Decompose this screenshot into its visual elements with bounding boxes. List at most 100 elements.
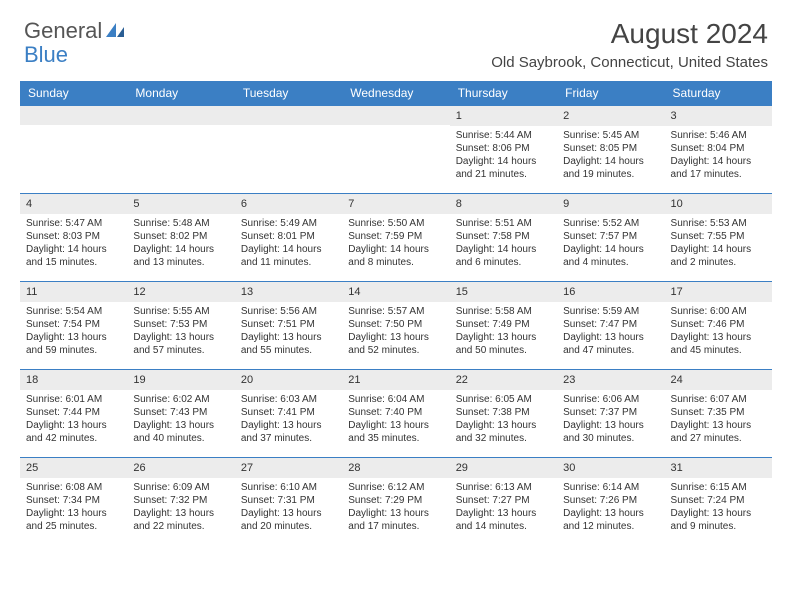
- daylight-line: Daylight: 13 hours and 37 minutes.: [241, 419, 336, 445]
- sunset-line: Sunset: 7:41 PM: [241, 406, 336, 419]
- calendar-week-row: 18Sunrise: 6:01 AMSunset: 7:44 PMDayligh…: [20, 369, 772, 457]
- sunset-line: Sunset: 7:55 PM: [671, 230, 766, 243]
- day-details: Sunrise: 6:06 AMSunset: 7:37 PMDaylight:…: [557, 390, 664, 447]
- calendar-cell: 15Sunrise: 5:58 AMSunset: 7:49 PMDayligh…: [450, 281, 557, 369]
- calendar-cell: 5Sunrise: 5:48 AMSunset: 8:02 PMDaylight…: [127, 193, 234, 281]
- day-number: 19: [127, 369, 234, 390]
- day-details: Sunrise: 5:54 AMSunset: 7:54 PMDaylight:…: [20, 302, 127, 359]
- day-number: 22: [450, 369, 557, 390]
- sunset-line: Sunset: 7:27 PM: [456, 494, 551, 507]
- sunset-line: Sunset: 7:31 PM: [241, 494, 336, 507]
- day-number: 12: [127, 281, 234, 302]
- sunset-line: Sunset: 8:04 PM: [671, 142, 766, 155]
- weekday-header: Thursday: [450, 81, 557, 105]
- calendar-cell: [235, 105, 342, 193]
- calendar-cell: [20, 105, 127, 193]
- calendar-cell: 19Sunrise: 6:02 AMSunset: 7:43 PMDayligh…: [127, 369, 234, 457]
- daylight-line: Daylight: 13 hours and 12 minutes.: [563, 507, 658, 533]
- calendar-cell: [127, 105, 234, 193]
- day-number: 23: [557, 369, 664, 390]
- calendar-cell: 17Sunrise: 6:00 AMSunset: 7:46 PMDayligh…: [665, 281, 772, 369]
- calendar-cell: 24Sunrise: 6:07 AMSunset: 7:35 PMDayligh…: [665, 369, 772, 457]
- sunset-line: Sunset: 7:44 PM: [26, 406, 121, 419]
- day-number: 2: [557, 105, 664, 126]
- daylight-line: Daylight: 14 hours and 2 minutes.: [671, 243, 766, 269]
- day-number: 1: [450, 105, 557, 126]
- sunset-line: Sunset: 7:37 PM: [563, 406, 658, 419]
- calendar-wrap: SundayMondayTuesdayWednesdayThursdayFrid…: [0, 75, 792, 555]
- logo-text-blue: Blue: [24, 42, 68, 68]
- day-number: 7: [342, 193, 449, 214]
- day-details: Sunrise: 6:14 AMSunset: 7:26 PMDaylight:…: [557, 478, 664, 535]
- day-number: 21: [342, 369, 449, 390]
- calendar-week-row: 11Sunrise: 5:54 AMSunset: 7:54 PMDayligh…: [20, 281, 772, 369]
- sunset-line: Sunset: 7:59 PM: [348, 230, 443, 243]
- day-details: Sunrise: 5:59 AMSunset: 7:47 PMDaylight:…: [557, 302, 664, 359]
- day-number: 31: [665, 457, 772, 478]
- daylight-line: Daylight: 13 hours and 45 minutes.: [671, 331, 766, 357]
- calendar-cell: 20Sunrise: 6:03 AMSunset: 7:41 PMDayligh…: [235, 369, 342, 457]
- sunset-line: Sunset: 7:40 PM: [348, 406, 443, 419]
- sunset-line: Sunset: 8:01 PM: [241, 230, 336, 243]
- sunset-line: Sunset: 7:54 PM: [26, 318, 121, 331]
- calendar-body: 1Sunrise: 5:44 AMSunset: 8:06 PMDaylight…: [20, 105, 772, 545]
- sunrise-line: Sunrise: 5:57 AM: [348, 305, 443, 318]
- sunset-line: Sunset: 7:34 PM: [26, 494, 121, 507]
- weekday-header: Monday: [127, 81, 234, 105]
- day-number: 6: [235, 193, 342, 214]
- sunset-line: Sunset: 7:50 PM: [348, 318, 443, 331]
- day-details: Sunrise: 5:45 AMSunset: 8:05 PMDaylight:…: [557, 126, 664, 183]
- day-details: Sunrise: 5:46 AMSunset: 8:04 PMDaylight:…: [665, 126, 772, 183]
- sunrise-line: Sunrise: 6:08 AM: [26, 481, 121, 494]
- calendar-cell: 27Sunrise: 6:10 AMSunset: 7:31 PMDayligh…: [235, 457, 342, 545]
- sunset-line: Sunset: 7:57 PM: [563, 230, 658, 243]
- sunset-line: Sunset: 7:49 PM: [456, 318, 551, 331]
- daylight-line: Daylight: 13 hours and 35 minutes.: [348, 419, 443, 445]
- sunset-line: Sunset: 7:26 PM: [563, 494, 658, 507]
- day-number: 16: [557, 281, 664, 302]
- sunrise-line: Sunrise: 6:07 AM: [671, 393, 766, 406]
- daylight-line: Daylight: 13 hours and 20 minutes.: [241, 507, 336, 533]
- calendar-cell: 16Sunrise: 5:59 AMSunset: 7:47 PMDayligh…: [557, 281, 664, 369]
- calendar-cell: 21Sunrise: 6:04 AMSunset: 7:40 PMDayligh…: [342, 369, 449, 457]
- sunrise-line: Sunrise: 5:51 AM: [456, 217, 551, 230]
- calendar-cell: 2Sunrise: 5:45 AMSunset: 8:05 PMDaylight…: [557, 105, 664, 193]
- day-details: Sunrise: 5:56 AMSunset: 7:51 PMDaylight:…: [235, 302, 342, 359]
- day-details: Sunrise: 6:04 AMSunset: 7:40 PMDaylight:…: [342, 390, 449, 447]
- day-number: 5: [127, 193, 234, 214]
- sunset-line: Sunset: 7:24 PM: [671, 494, 766, 507]
- day-number: 3: [665, 105, 772, 126]
- header: General August 2024 Old Saybrook, Connec…: [0, 0, 792, 75]
- daylight-line: Daylight: 14 hours and 17 minutes.: [671, 155, 766, 181]
- day-number: 14: [342, 281, 449, 302]
- calendar-cell: 25Sunrise: 6:08 AMSunset: 7:34 PMDayligh…: [20, 457, 127, 545]
- day-details: Sunrise: 6:12 AMSunset: 7:29 PMDaylight:…: [342, 478, 449, 535]
- sunrise-line: Sunrise: 6:14 AM: [563, 481, 658, 494]
- sunrise-line: Sunrise: 6:09 AM: [133, 481, 228, 494]
- daylight-line: Daylight: 14 hours and 4 minutes.: [563, 243, 658, 269]
- sunrise-line: Sunrise: 6:04 AM: [348, 393, 443, 406]
- day-number: 24: [665, 369, 772, 390]
- day-details: Sunrise: 5:53 AMSunset: 7:55 PMDaylight:…: [665, 214, 772, 271]
- sunrise-line: Sunrise: 6:12 AM: [348, 481, 443, 494]
- logo-line2: Blue: [24, 42, 68, 68]
- day-number: 8: [450, 193, 557, 214]
- calendar-table: SundayMondayTuesdayWednesdayThursdayFrid…: [20, 81, 772, 545]
- calendar-cell: 13Sunrise: 5:56 AMSunset: 7:51 PMDayligh…: [235, 281, 342, 369]
- sunset-line: Sunset: 8:02 PM: [133, 230, 228, 243]
- sunset-line: Sunset: 7:46 PM: [671, 318, 766, 331]
- day-details: Sunrise: 6:15 AMSunset: 7:24 PMDaylight:…: [665, 478, 772, 535]
- daylight-line: Daylight: 13 hours and 47 minutes.: [563, 331, 658, 357]
- day-number: 30: [557, 457, 664, 478]
- weekday-header: Friday: [557, 81, 664, 105]
- empty-day-band: [127, 105, 234, 125]
- weekday-header: Saturday: [665, 81, 772, 105]
- calendar-cell: 9Sunrise: 5:52 AMSunset: 7:57 PMDaylight…: [557, 193, 664, 281]
- day-details: Sunrise: 5:52 AMSunset: 7:57 PMDaylight:…: [557, 214, 664, 271]
- daylight-line: Daylight: 14 hours and 13 minutes.: [133, 243, 228, 269]
- day-details: Sunrise: 6:10 AMSunset: 7:31 PMDaylight:…: [235, 478, 342, 535]
- calendar-cell: 31Sunrise: 6:15 AMSunset: 7:24 PMDayligh…: [665, 457, 772, 545]
- daylight-line: Daylight: 13 hours and 22 minutes.: [133, 507, 228, 533]
- day-number: 28: [342, 457, 449, 478]
- day-details: Sunrise: 5:48 AMSunset: 8:02 PMDaylight:…: [127, 214, 234, 271]
